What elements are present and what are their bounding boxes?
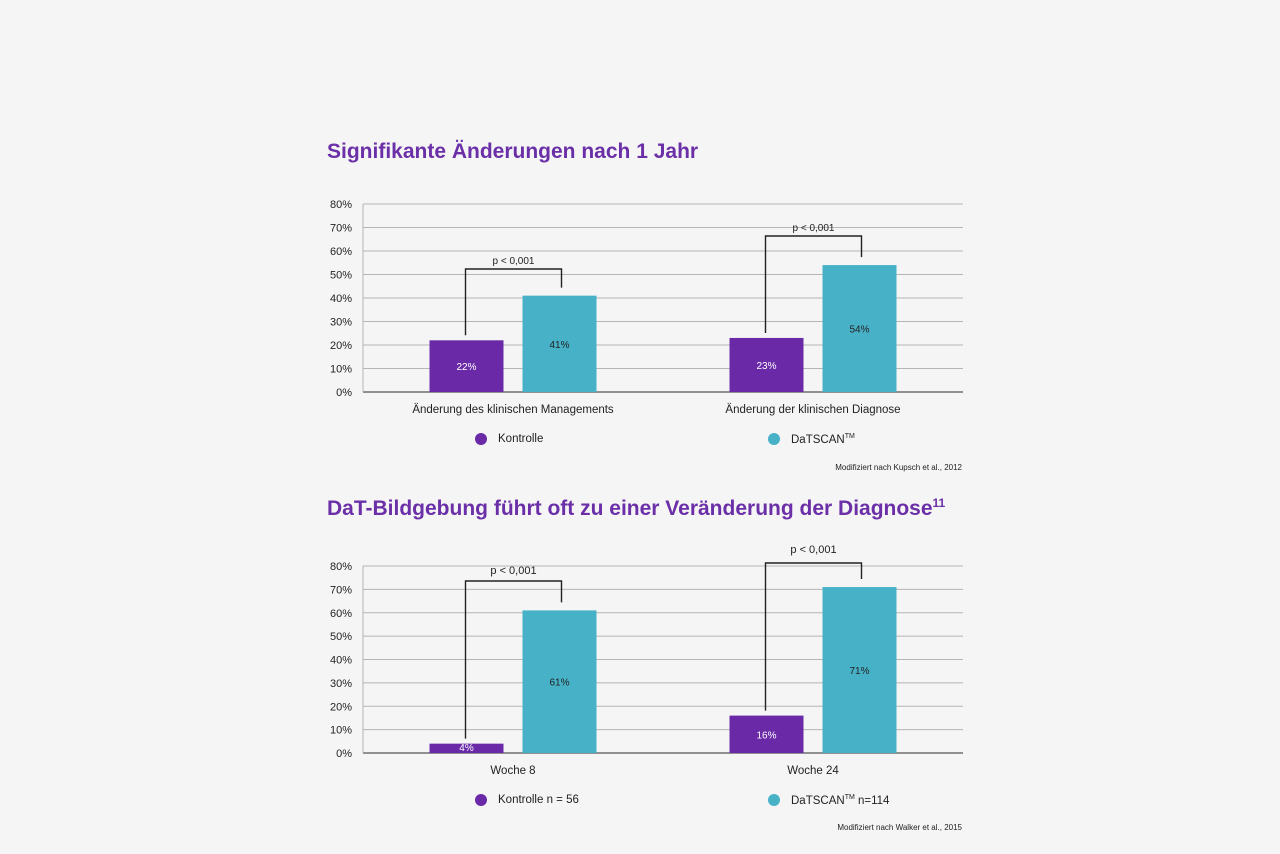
bar-kontrolle xyxy=(429,340,504,392)
p-value-label: p < 0,001 xyxy=(493,256,535,267)
y-tick-label: 70% xyxy=(330,223,352,235)
y-tick-label: 50% xyxy=(330,270,352,282)
y-tick-label: 70% xyxy=(330,584,352,596)
y-tick-label: 20% xyxy=(330,701,352,713)
legend-dot-kontrolle xyxy=(475,794,487,806)
significance-bracket xyxy=(464,580,563,739)
y-tick-label: 40% xyxy=(330,293,352,305)
category-label: Woche 24 xyxy=(787,765,839,777)
legend-label-datscan: DaTSCANTM n=114 xyxy=(791,794,890,807)
bar-value-label: 23% xyxy=(756,361,776,372)
y-tick-label: 40% xyxy=(330,655,352,667)
bar-value-label: 61% xyxy=(549,678,569,689)
bar-kontrolle xyxy=(729,337,804,392)
y-tick-label: 80% xyxy=(330,561,352,573)
significance-bracket xyxy=(764,235,863,333)
p-value-label: p < 0,001 xyxy=(490,565,536,577)
chart-2-legend-kontrolle: Kontrolle n = 56 xyxy=(475,794,579,806)
chart-1-legend-datscan: DaTSCANTM xyxy=(768,433,855,446)
bar-value-label: 16% xyxy=(756,730,776,741)
y-tick-label: 20% xyxy=(330,340,352,352)
y-tick-label: 50% xyxy=(330,631,352,643)
chart-1-legend-kontrolle: Kontrolle xyxy=(475,433,543,445)
legend-label-kontrolle: Kontrolle n = 56 xyxy=(498,794,579,806)
category-label: Änderung des klinischen Managements xyxy=(412,404,614,416)
bar-datscan xyxy=(522,295,597,392)
bar-value-label: 54% xyxy=(849,325,869,336)
bar-value-label: 22% xyxy=(456,362,476,373)
p-value-label: p < 0,001 xyxy=(793,223,835,234)
significance-bracket xyxy=(764,562,863,711)
significance-bracket xyxy=(464,268,563,336)
bar-datscan xyxy=(822,587,897,753)
legend-label-datscan: DaTSCANTM xyxy=(791,433,855,446)
y-tick-label: 60% xyxy=(330,608,352,620)
p-value-label: p < 0,001 xyxy=(790,544,836,556)
y-tick-label: 30% xyxy=(330,678,352,690)
bar-value-label: 4% xyxy=(459,743,474,754)
chart-2-title: DaT-Bildgebung führt oft zu einer Veränd… xyxy=(327,496,946,520)
legend-dot-kontrolle xyxy=(475,433,487,445)
y-tick-label: 10% xyxy=(330,364,352,376)
chart-1-plot: 0% 10% 20% 30% 40% 50% 60% 70% 80% 22% 41% Änderung… xyxy=(330,199,963,416)
y-tick-label: 0% xyxy=(336,387,352,399)
y-tick-label: 0% xyxy=(336,748,352,760)
bar-value-label: 71% xyxy=(849,666,869,677)
bar-value-label: 41% xyxy=(549,340,569,351)
chart-1-title: Signifikante Änderungen nach 1 Jahr xyxy=(327,140,699,163)
bar-datscan xyxy=(822,265,897,392)
chart-1-source: Modifiziert nach Kupsch et al., 2012 xyxy=(835,463,962,472)
legend-dot-datscan xyxy=(768,794,780,807)
y-tick-label: 60% xyxy=(330,246,352,258)
chart-2-plot: 0% 10% 20% 30% 40% 50% 60% 70% 80% 4% 61% Woche 8 p … xyxy=(330,544,963,777)
y-tick-label: 30% xyxy=(330,317,352,329)
bar-datscan xyxy=(522,610,597,753)
category-label: Änderung der klinischen Diagnose xyxy=(725,404,900,416)
bar-kontrolle xyxy=(429,743,504,753)
y-tick-label: 10% xyxy=(330,725,352,737)
category-label: Woche 8 xyxy=(490,765,535,777)
legend-dot-datscan xyxy=(768,433,780,446)
chart-2-legend-datscan: DaTSCANTM n=114 xyxy=(768,794,889,807)
y-tick-label: 80% xyxy=(330,199,352,211)
legend-label-kontrolle: Kontrolle xyxy=(498,433,544,445)
chart-2-source: Modifiziert nach Walker et al., 2015 xyxy=(837,823,962,832)
bar-kontrolle xyxy=(729,715,804,753)
